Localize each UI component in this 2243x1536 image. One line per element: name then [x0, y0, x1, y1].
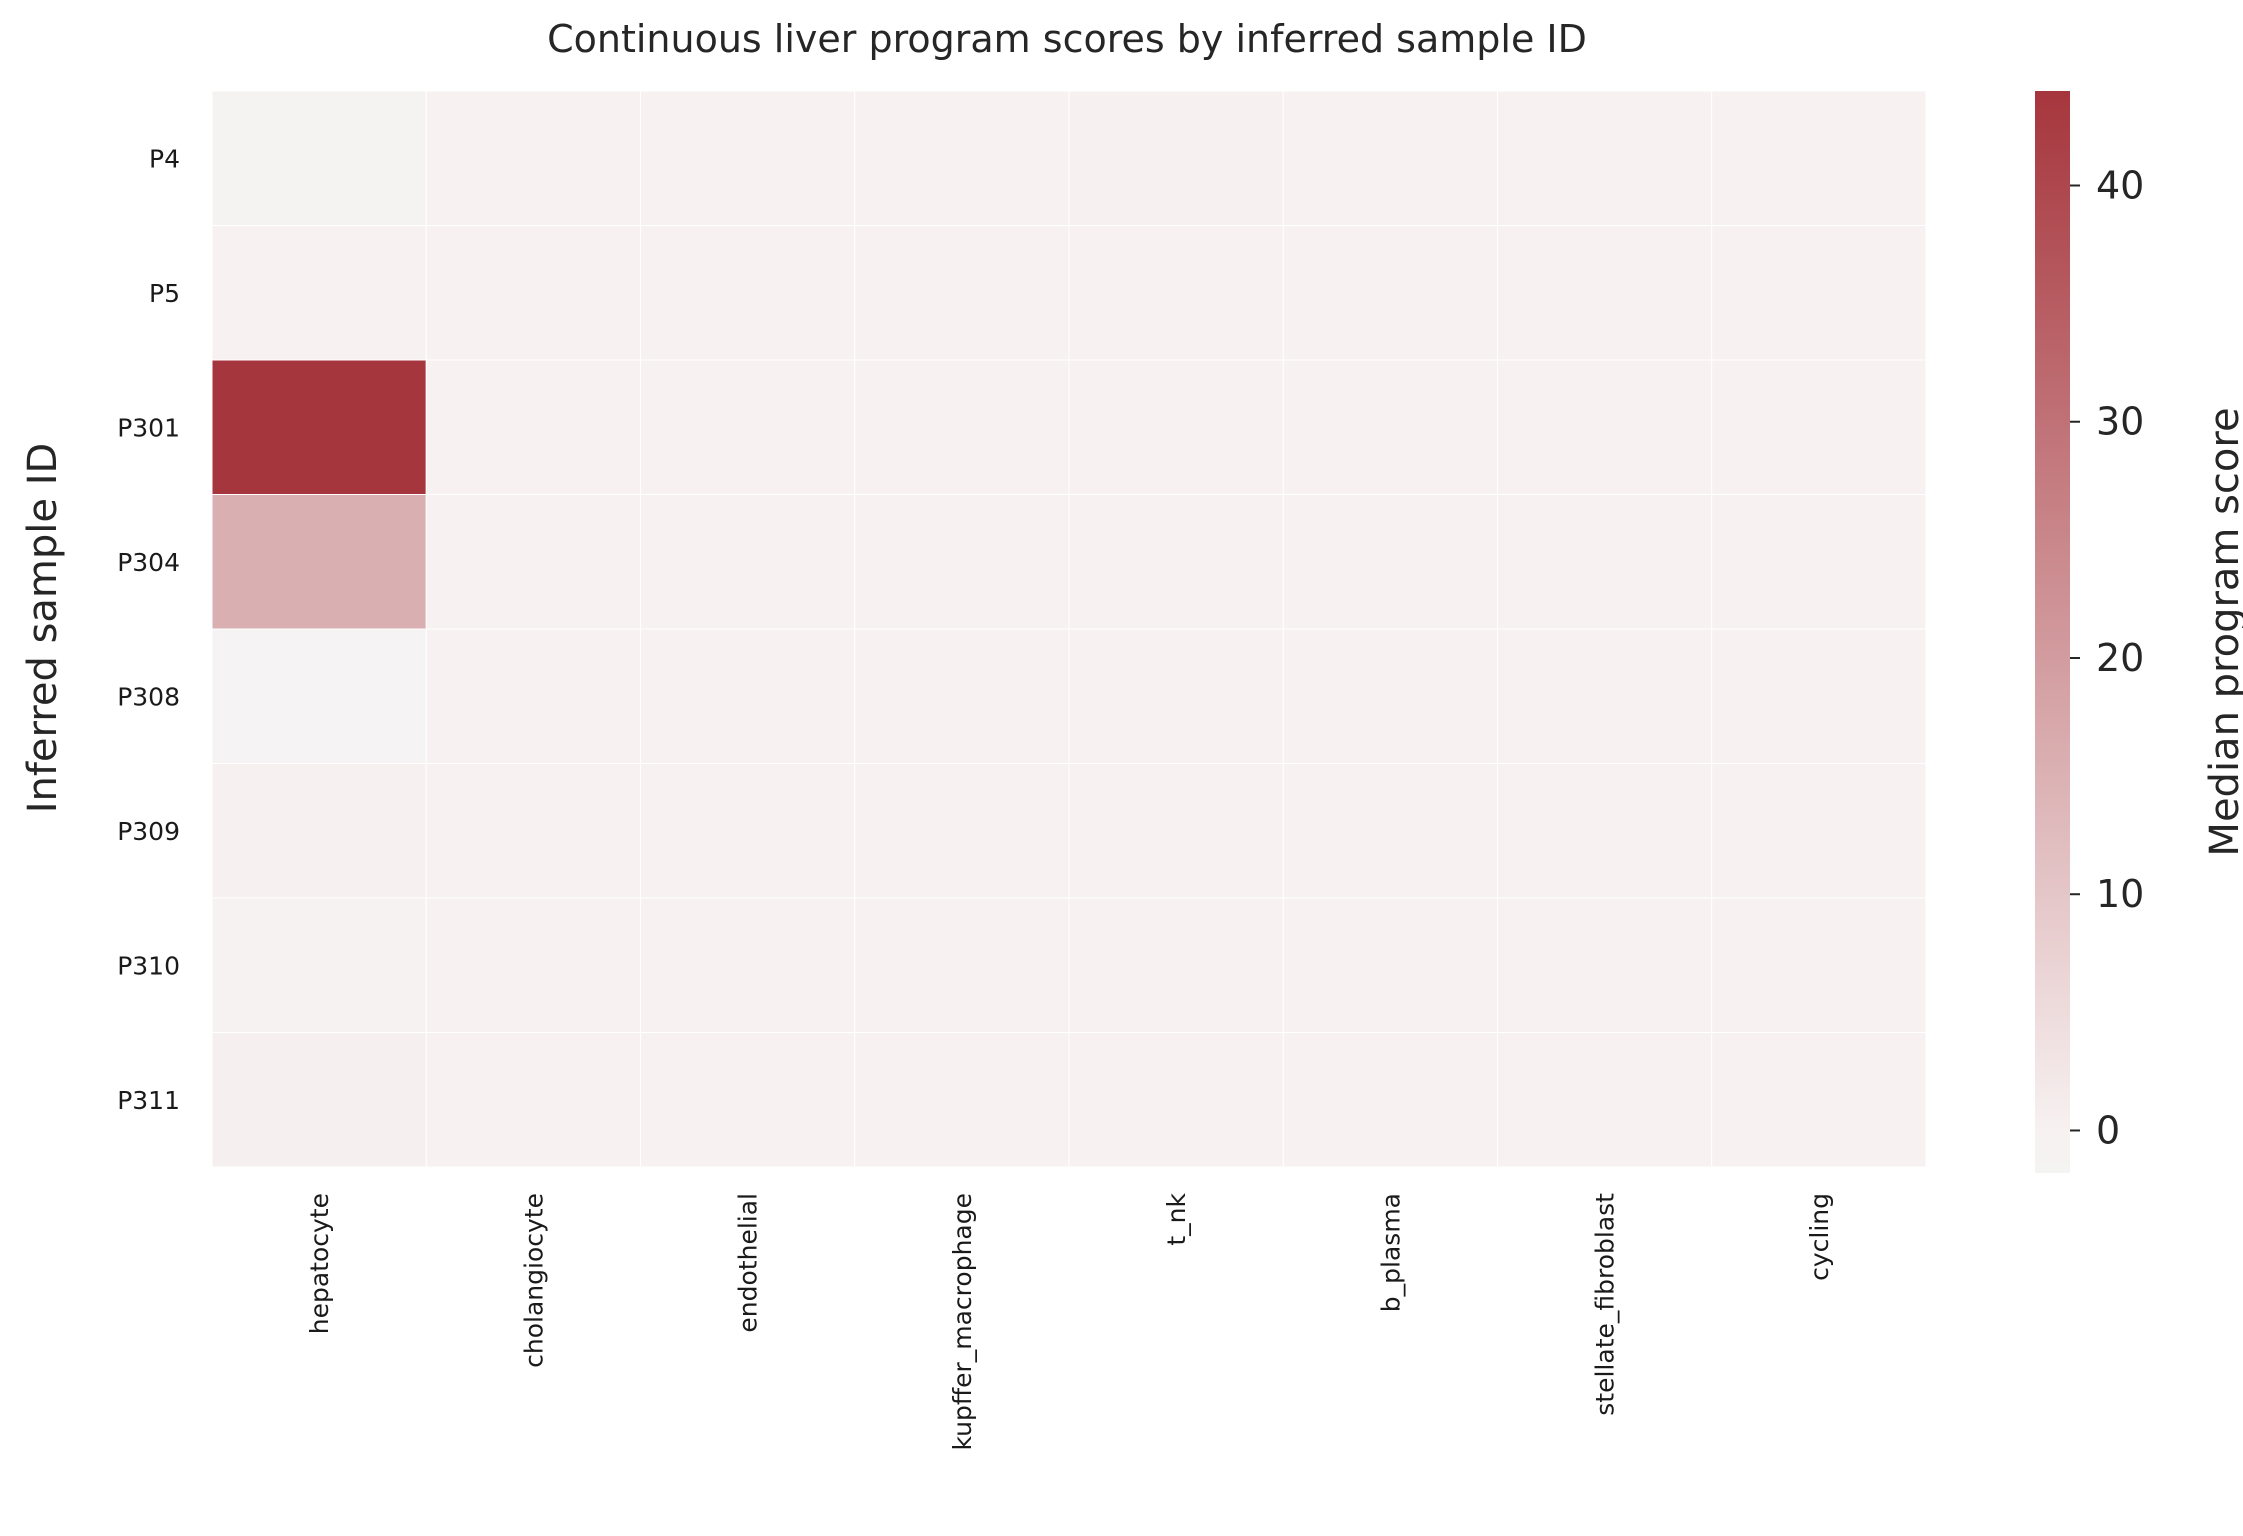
heatmap-cell-P309-kupffer_macrophage — [854, 763, 1070, 899]
heatmap-cell-P308-t_nk — [1068, 628, 1284, 764]
heatmap-cell-P304-b_plasma — [1282, 494, 1498, 630]
heatmap-cell-P4-cholangiocyte — [425, 90, 641, 226]
heatmap-cell-P5-kupffer_macrophage — [854, 225, 1070, 361]
heatmap-cell-P304-t_nk — [1068, 494, 1284, 630]
heatmap-cell-P304-kupffer_macrophage — [854, 494, 1070, 630]
heatmap-cell-P4-cycling — [1711, 90, 1927, 226]
heatmap-cell-P304-endothelial — [640, 494, 856, 630]
column-label-cholangiocyte: cholangiocyte — [519, 1193, 548, 1368]
row-label-P311: P311 — [117, 1086, 180, 1115]
heatmap-cell-P301-endothelial — [640, 359, 856, 495]
heatmap-cell-P308-kupffer_macrophage — [854, 628, 1070, 764]
colorbar-tick-label: 20 — [2096, 636, 2144, 680]
heatmap-cell-P310-stellate_fibroblast — [1497, 897, 1713, 1033]
heatmap-cell-P4-kupffer_macrophage — [854, 90, 1070, 226]
heatmap-cell-P309-endothelial — [640, 763, 856, 899]
colorbar-tick-label: 0 — [2096, 1108, 2120, 1152]
column-label-t_nk: t_nk — [1162, 1192, 1191, 1245]
heatmap-cell-P301-b_plasma — [1282, 359, 1498, 495]
heatmap-cell-P5-endothelial — [640, 225, 856, 361]
colorbar — [2035, 91, 2070, 1173]
heatmap-cell-P301-kupffer_macrophage — [854, 359, 1070, 495]
heatmap-cell-P308-cycling — [1711, 628, 1927, 764]
heatmap-cell-P311-endothelial — [640, 1032, 856, 1168]
colorbar-tick-label: 30 — [2096, 400, 2144, 444]
heatmap-cell-P304-cycling — [1711, 494, 1927, 630]
row-label-P309: P309 — [117, 817, 180, 846]
row-label-P308: P308 — [117, 682, 180, 711]
heatmap-cell-P311-cycling — [1711, 1032, 1927, 1168]
heatmap-cell-P301-hepatocyte — [211, 359, 427, 495]
heatmap-cell-P310-b_plasma — [1282, 897, 1498, 1033]
heatmap-cell-P311-hepatocyte — [211, 1032, 427, 1168]
colorbar-tick-label: 40 — [2096, 163, 2144, 207]
column-label-cycling: cycling — [1805, 1193, 1834, 1281]
chart-title: Continuous liver program scores by infer… — [547, 17, 1587, 61]
heatmap-cell-P301-t_nk — [1068, 359, 1284, 495]
heatmap-cell-P310-kupffer_macrophage — [854, 897, 1070, 1033]
column-label-b_plasma: b_plasma — [1376, 1193, 1405, 1312]
heatmap-cell-P4-hepatocyte — [211, 90, 427, 226]
heatmap-cell-P309-hepatocyte — [211, 763, 427, 899]
heatmap-cell-P308-hepatocyte — [211, 628, 427, 764]
heatmap-cell-P309-cholangiocyte — [425, 763, 641, 899]
heatmap-cell-P311-b_plasma — [1282, 1032, 1498, 1168]
heatmap-cell-P304-hepatocyte — [211, 494, 427, 630]
heatmap-cell-P308-stellate_fibroblast — [1497, 628, 1713, 764]
heatmap-cell-P310-endothelial — [640, 897, 856, 1033]
heatmap-cell-P310-cycling — [1711, 897, 1927, 1033]
heatmap-cell-P309-stellate_fibroblast — [1497, 763, 1713, 899]
row-label-P4: P4 — [149, 144, 180, 173]
heatmap-cell-P4-b_plasma — [1282, 90, 1498, 226]
heatmap-cell-P4-endothelial — [640, 90, 856, 226]
heatmap-cell-P310-hepatocyte — [211, 897, 427, 1033]
row-label-P301: P301 — [117, 413, 180, 442]
colorbar-ticks: 0 10 20 30 40 — [2070, 163, 2144, 1152]
heatmap-cell-P5-b_plasma — [1282, 225, 1498, 361]
heatmap-cell-P311-kupffer_macrophage — [854, 1032, 1070, 1168]
heatmap-cell-P304-cholangiocyte — [425, 494, 641, 630]
heatmap-cell-P311-t_nk — [1068, 1032, 1284, 1168]
colorbar-label: Median program score — [2202, 407, 2243, 856]
heatmap-cell-P5-hepatocyte — [211, 225, 427, 361]
row-label-P304: P304 — [117, 548, 180, 577]
heatmap-cell-P301-cycling — [1711, 359, 1927, 495]
column-label-endothelial: endothelial — [734, 1193, 763, 1333]
y-axis-label: Inferred sample ID — [20, 443, 66, 814]
heatmap-cell-P301-cholangiocyte — [425, 359, 641, 495]
row-tick-labels: P4 P5 P301 P304 P308 P309 P310 P311 — [117, 144, 180, 1115]
heatmap-cell-P308-endothelial — [640, 628, 856, 764]
colorbar-tick-label: 10 — [2096, 872, 2144, 916]
heatmap-cell-P4-stellate_fibroblast — [1497, 90, 1713, 226]
column-tick-labels: hepatocyte cholangiocyte endothelial kupffe… — [305, 1192, 1834, 1450]
row-label-P5: P5 — [149, 279, 180, 308]
heatmap-cells — [211, 90, 1927, 1168]
heatmap-cell-P309-cycling — [1711, 763, 1927, 899]
heatmap-cell-P5-t_nk — [1068, 225, 1284, 361]
heatmap-cell-P4-t_nk — [1068, 90, 1284, 226]
heatmap-cell-P310-cholangiocyte — [425, 897, 641, 1033]
column-label-hepatocyte: hepatocyte — [305, 1193, 334, 1334]
heatmap-cell-P311-cholangiocyte — [425, 1032, 641, 1168]
heatmap-cell-P304-stellate_fibroblast — [1497, 494, 1713, 630]
heatmap-cell-P309-b_plasma — [1282, 763, 1498, 899]
heatmap-cell-P5-cycling — [1711, 225, 1927, 361]
heatmap-cell-P301-stellate_fibroblast — [1497, 359, 1713, 495]
column-label-stellate_fibroblast: stellate_fibroblast — [1591, 1193, 1620, 1416]
heatmap-cell-P311-stellate_fibroblast — [1497, 1032, 1713, 1168]
heatmap-cell-P5-cholangiocyte — [425, 225, 641, 361]
heatmap-cell-P5-stellate_fibroblast — [1497, 225, 1713, 361]
column-label-kupffer_macrophage: kupffer_macrophage — [948, 1193, 977, 1451]
heatmap-cell-P310-t_nk — [1068, 897, 1284, 1033]
row-label-P310: P310 — [117, 951, 180, 980]
heatmap-cell-P308-cholangiocyte — [425, 628, 641, 764]
heatmap-cell-P308-b_plasma — [1282, 628, 1498, 764]
heatmap-cell-P309-t_nk — [1068, 763, 1284, 899]
